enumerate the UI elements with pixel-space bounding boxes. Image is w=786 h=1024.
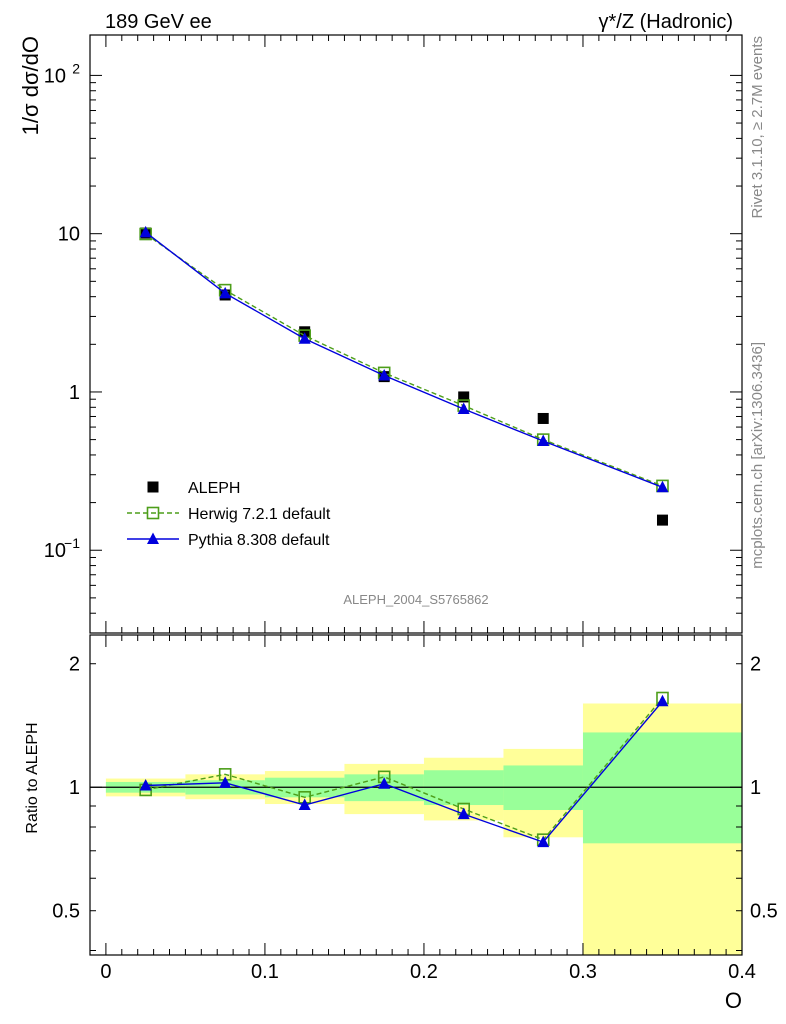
x-tick-label: 0.4: [728, 961, 756, 983]
legend-label: Herwig 7.2.1 default: [188, 506, 331, 523]
x-tick-label: 0.3: [569, 961, 597, 983]
ratio-y-tick-label: 2: [69, 654, 80, 676]
y-tick-label-exponent: −1: [64, 535, 80, 551]
ratio-data-point: [219, 776, 232, 788]
ratio-y-tick-label: 0.5: [52, 901, 80, 923]
ratio-series-pythia-8-308-default: [139, 694, 669, 848]
uncertainty-band-green: [582, 732, 742, 844]
y-tick-label: 1: [69, 382, 80, 404]
ratio-data-point: [139, 778, 152, 791]
ratio-y-tick-label: 1: [69, 777, 80, 799]
series-pythia-8-308-default: [139, 225, 669, 493]
ratio-data-point: [378, 777, 391, 789]
y-axis-label: 1/σ dσ/dO: [18, 36, 43, 135]
legend-marker: [146, 506, 160, 520]
data-point: [378, 369, 391, 381]
legend-marker: [147, 532, 159, 544]
legend-entry: Pythia 8.308 default: [127, 532, 330, 549]
ratio-y-tick-label-right: 1: [750, 777, 761, 799]
legend-marker: [147, 481, 159, 493]
main-frame: [89, 34, 743, 634]
y-tick-label-exponent: 2: [72, 60, 80, 76]
data-point: [656, 480, 669, 493]
ratio-data-point: [298, 798, 311, 811]
y-tick-label: 10: [44, 65, 66, 87]
ratio-data-point: [457, 807, 470, 820]
data-point: [299, 326, 311, 338]
series-herwig-7-2-1-default: [139, 227, 669, 493]
x-tick-label: 0.1: [251, 961, 279, 983]
legend-label: ALEPH: [188, 480, 240, 497]
rivet-version-label: Rivet 3.1.10, ≥ 2.7M events: [749, 36, 766, 219]
x-tick-label: 0.2: [410, 961, 438, 983]
data-point: [458, 391, 470, 403]
data-point: [537, 434, 550, 446]
x-tick-label: 0: [100, 961, 111, 983]
header-right: γ*/Z (Hadronic): [599, 11, 733, 33]
header-left: 189 GeV ee: [105, 11, 212, 33]
legend-label: Pythia 8.308 default: [188, 532, 330, 549]
ratio-y-tick-label-right: 2: [750, 654, 761, 676]
ratio-data-point: [537, 835, 550, 848]
ratio-y-axis-label: Ratio to ALEPH: [24, 722, 41, 833]
ratio-y-tick-label-right: 0.5: [750, 901, 778, 923]
data-point: [298, 332, 311, 344]
data-point: [139, 225, 152, 238]
legend-entry: ALEPH: [147, 480, 240, 497]
y-tick-label: 10: [58, 224, 80, 246]
data-point: [457, 402, 470, 415]
watermark: ALEPH_2004_S5765862: [343, 592, 488, 607]
data-point: [656, 514, 668, 526]
series-line: [145, 231, 663, 488]
series-line: [145, 233, 663, 487]
mcplots-label: mcplots.cern.ch [arXiv:1306.3436]: [749, 342, 766, 569]
x-axis-label: O: [725, 988, 742, 1013]
ratio-data-point: [656, 694, 669, 707]
legend-entry: Herwig 7.2.1 default: [127, 506, 331, 523]
data-point: [219, 286, 232, 299]
ratio-frame: [89, 634, 743, 956]
data-point: [537, 412, 549, 424]
y-tick-label: 10: [44, 540, 66, 562]
